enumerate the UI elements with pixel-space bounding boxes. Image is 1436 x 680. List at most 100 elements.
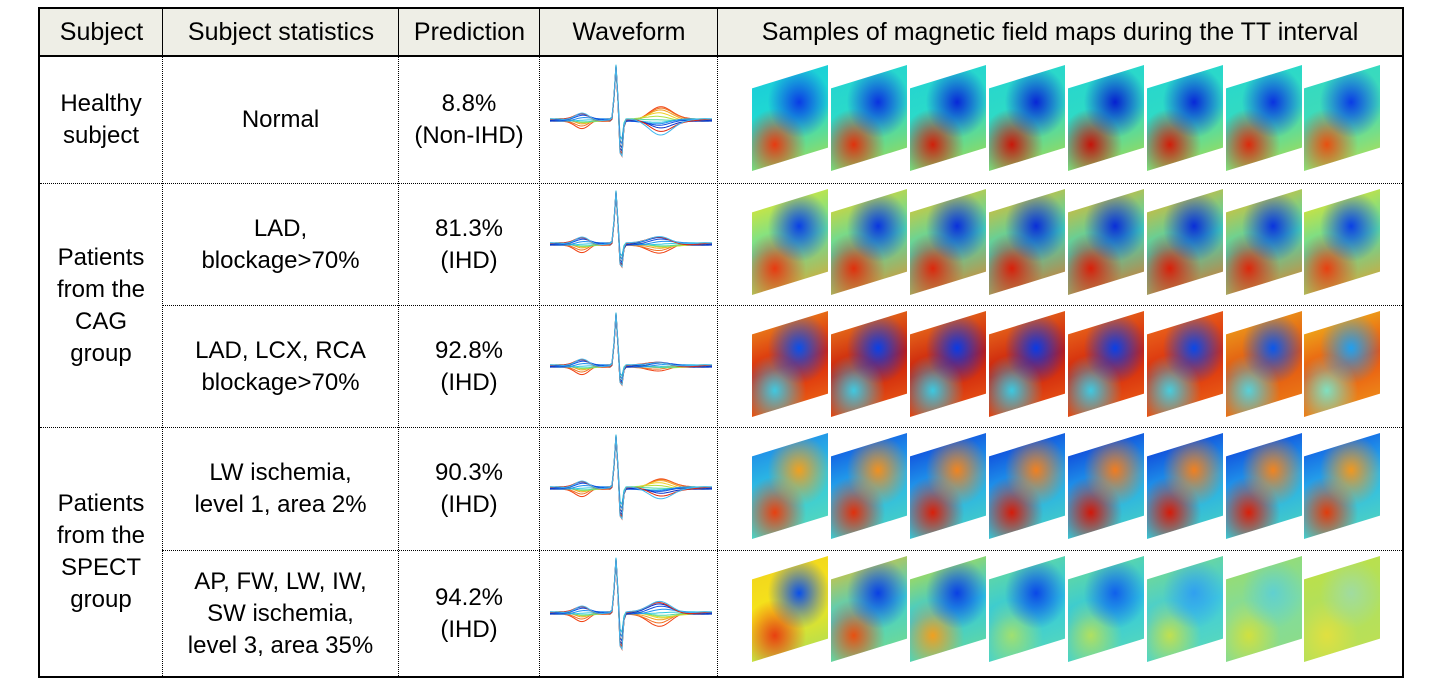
row-divider: [40, 183, 1402, 184]
col-divider: [717, 57, 718, 676]
field-map: [1068, 189, 1144, 295]
waveform-trace: [550, 314, 712, 386]
col-divider: [162, 57, 163, 676]
field-map: [831, 189, 907, 295]
header-statistics: Subject statistics: [187, 18, 375, 46]
field-map: [752, 311, 828, 417]
stats-line: LAD, LCX, RCA: [195, 336, 366, 364]
waveform-trace: [550, 435, 712, 519]
waveform-trace: [550, 192, 712, 264]
waveform-trace: [550, 64, 712, 158]
waveform-trace: [550, 65, 712, 156]
waveform-trace: [550, 313, 712, 380]
waveform-trace: [550, 560, 712, 646]
header-subject: Subject: [59, 18, 144, 46]
field-map: [831, 311, 907, 417]
field-map: [1068, 556, 1144, 662]
field-map: [752, 433, 828, 539]
waveform-trace: [550, 559, 712, 638]
col-divider: [398, 9, 399, 57]
waveform-trace: [550, 66, 712, 150]
field-map: [1226, 556, 1302, 662]
field-map: [752, 189, 828, 295]
field-map: [1147, 189, 1223, 295]
field-map: [1068, 433, 1144, 539]
field-map: [1304, 311, 1380, 417]
group-line: group: [70, 586, 132, 613]
waveform-trace: [550, 191, 712, 268]
waveform-trace: [550, 559, 712, 646]
prediction-class: (IHD): [440, 246, 498, 274]
prediction-class: (IHD): [440, 368, 498, 396]
group-line: CAG: [74, 307, 127, 335]
waveform-trace: [550, 64, 712, 141]
stats-line: level 3, area 35%: [187, 631, 374, 659]
waveform-plot: [550, 190, 712, 269]
waveform-trace: [550, 436, 712, 517]
field-map: [989, 65, 1065, 171]
header-prediction: Prediction: [413, 18, 526, 46]
header-waveform: Waveform: [572, 18, 686, 46]
col-divider: [539, 57, 540, 676]
prediction-value: 90.3%: [434, 459, 504, 486]
stats-line: LAD,: [253, 214, 308, 242]
waveform-trace: [550, 557, 712, 634]
waveform-trace: [550, 436, 712, 517]
col-divider: [398, 57, 399, 676]
stats-line: SW ischemia,: [207, 599, 354, 627]
stats-cell: LAD, blockage>70%: [163, 184, 398, 305]
group-line: Healthy: [60, 90, 142, 117]
waveform-plot: [550, 312, 712, 387]
field-map: [831, 433, 907, 539]
waveform-trace: [550, 313, 712, 386]
field-map: [989, 556, 1065, 662]
field-map: [831, 556, 907, 662]
prediction-class: (Non-IHD): [414, 122, 524, 149]
waveform-trace: [550, 559, 712, 642]
prediction-cell: 8.8% (Non-IHD): [399, 57, 539, 183]
stats-line: blockage>70%: [201, 246, 360, 274]
waveform-trace: [550, 66, 712, 149]
col-divider: [539, 9, 540, 57]
field-map: [1304, 433, 1380, 539]
waveform-trace: [550, 67, 712, 153]
stats-cell: LW ischemia, level 1, area 2%: [163, 428, 398, 550]
waveform-trace: [550, 436, 712, 514]
field-map: [1226, 65, 1302, 171]
prediction-value: 8.8%: [441, 90, 497, 117]
waveform-trace: [550, 436, 712, 513]
waveform-trace: [550, 434, 712, 521]
header-row: Subject Subject statistics Prediction Wa…: [40, 9, 1402, 57]
waveform-trace: [550, 192, 712, 267]
stats-line: LW ischemia,: [209, 459, 352, 486]
waveform-plot: [550, 64, 712, 158]
stats-line: blockage>70%: [201, 368, 360, 396]
prediction-value: 94.2%: [434, 583, 504, 611]
waveform-trace: [550, 557, 712, 651]
waveform-trace: [550, 192, 712, 264]
group-line: from the: [56, 275, 146, 303]
row-divider: [40, 427, 1402, 428]
header-maps: Samples of magnetic field maps during th…: [761, 18, 1359, 46]
field-map: [831, 65, 907, 171]
waveform-plot: [550, 557, 712, 651]
field-map: [910, 433, 986, 539]
stats-line: AP, FW, LW, IW,: [194, 567, 367, 595]
field-map: [910, 65, 986, 171]
stats-cell: LAD, LCX, RCA blockage>70%: [163, 306, 398, 427]
field-map: [1226, 433, 1302, 539]
field-map: [1068, 65, 1144, 171]
waveform-trace: [550, 559, 712, 648]
stats-cell: AP, FW, LW, IW, SW ischemia, level 3, ar…: [163, 551, 398, 676]
stats-line: level 1, area 2%: [194, 491, 367, 518]
row-divider: [162, 305, 1402, 306]
waveform-trace: [550, 190, 712, 269]
col-divider: [717, 9, 718, 57]
waveform-trace: [550, 435, 712, 509]
results-table: Subject Subject statistics Prediction Wa…: [38, 7, 1404, 678]
field-map: [1147, 65, 1223, 171]
row-divider: [162, 550, 1402, 551]
waveform-plot: [550, 434, 712, 521]
waveform-trace: [550, 558, 712, 649]
group-line: subject: [62, 122, 140, 149]
